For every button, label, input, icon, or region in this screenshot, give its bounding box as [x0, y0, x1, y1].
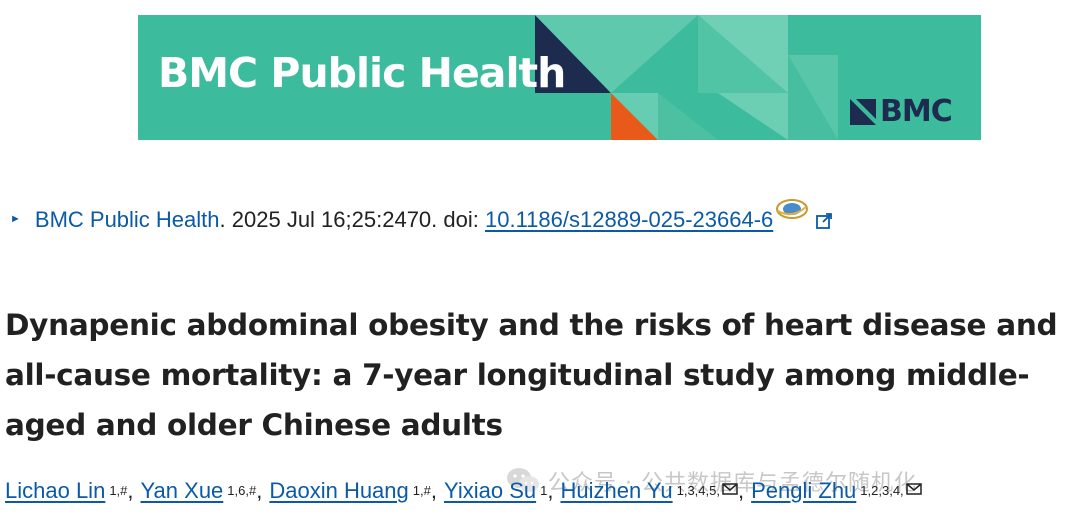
author-daoxin-huang[interactable]: Daoxin Huang — [269, 478, 409, 503]
author-affiliations: 1,3,4,5, — [676, 483, 720, 498]
author-affiliations: 1,6,# — [227, 483, 257, 498]
author-separator: , — [256, 478, 263, 503]
bmc-logo: BMC — [850, 94, 953, 129]
author-yan-xue[interactable]: Yan Xue — [140, 478, 224, 503]
citation-period: . — [219, 207, 226, 232]
journal-banner — [138, 15, 981, 140]
article-title-line2: all-cause mortality: a 7-year longitudin… — [5, 358, 1030, 392]
banner-overlay: BMC Public Health BMC — [138, 15, 981, 140]
banner-journal-title: BMC Public Health — [158, 49, 566, 97]
author-separator: , — [737, 478, 745, 503]
author-pengli-zhu[interactable]: Pengli Zhu — [751, 478, 857, 503]
europepmc-icon[interactable] — [775, 197, 809, 227]
author-affiliations: 1 — [540, 483, 548, 498]
doi-link[interactable]: 10.1186/s12889-025-23664-6 — [484, 207, 774, 232]
bmc-logo-text: BMC — [880, 94, 953, 129]
author-affiliations: 1,# — [109, 483, 128, 498]
author-lichao-lin[interactable]: Lichao Lin — [5, 478, 106, 503]
article-title: Dynapenic abdominal obesity and the risk… — [5, 300, 1077, 450]
article-title-line1: Dynapenic abdominal obesity and the risk… — [5, 308, 1058, 342]
bmc-logo-mark-icon — [850, 99, 876, 125]
author-separator: , — [127, 478, 134, 503]
email-icon[interactable] — [905, 475, 922, 501]
author-separator: , — [547, 478, 554, 503]
article-title-line3: aged and older Chinese adults — [5, 408, 503, 442]
author-affiliations: 1,2,3,4, — [860, 483, 904, 498]
citation-details: 2025 Jul 16;25:2470. doi: — [225, 207, 485, 232]
journal-link[interactable]: BMC Public Health — [34, 207, 220, 232]
expand-arrow-icon[interactable]: ► — [10, 213, 21, 225]
external-link-icon[interactable] — [815, 210, 833, 236]
author-separator: , — [430, 478, 437, 503]
author-list: Lichao Lin 1,#, Yan Xue 1,6,#, Daoxin Huan… — [5, 478, 1080, 518]
author-huizhen-yu[interactable]: Huizhen Yu — [560, 478, 673, 503]
author-yixiao-su[interactable]: Yixiao Su — [443, 478, 537, 503]
email-icon[interactable] — [722, 475, 738, 501]
author-affiliations: 1,# — [412, 483, 431, 498]
citation-line: ► BMC Public Health. 2025 Jul 16;25:2470… — [10, 199, 833, 238]
